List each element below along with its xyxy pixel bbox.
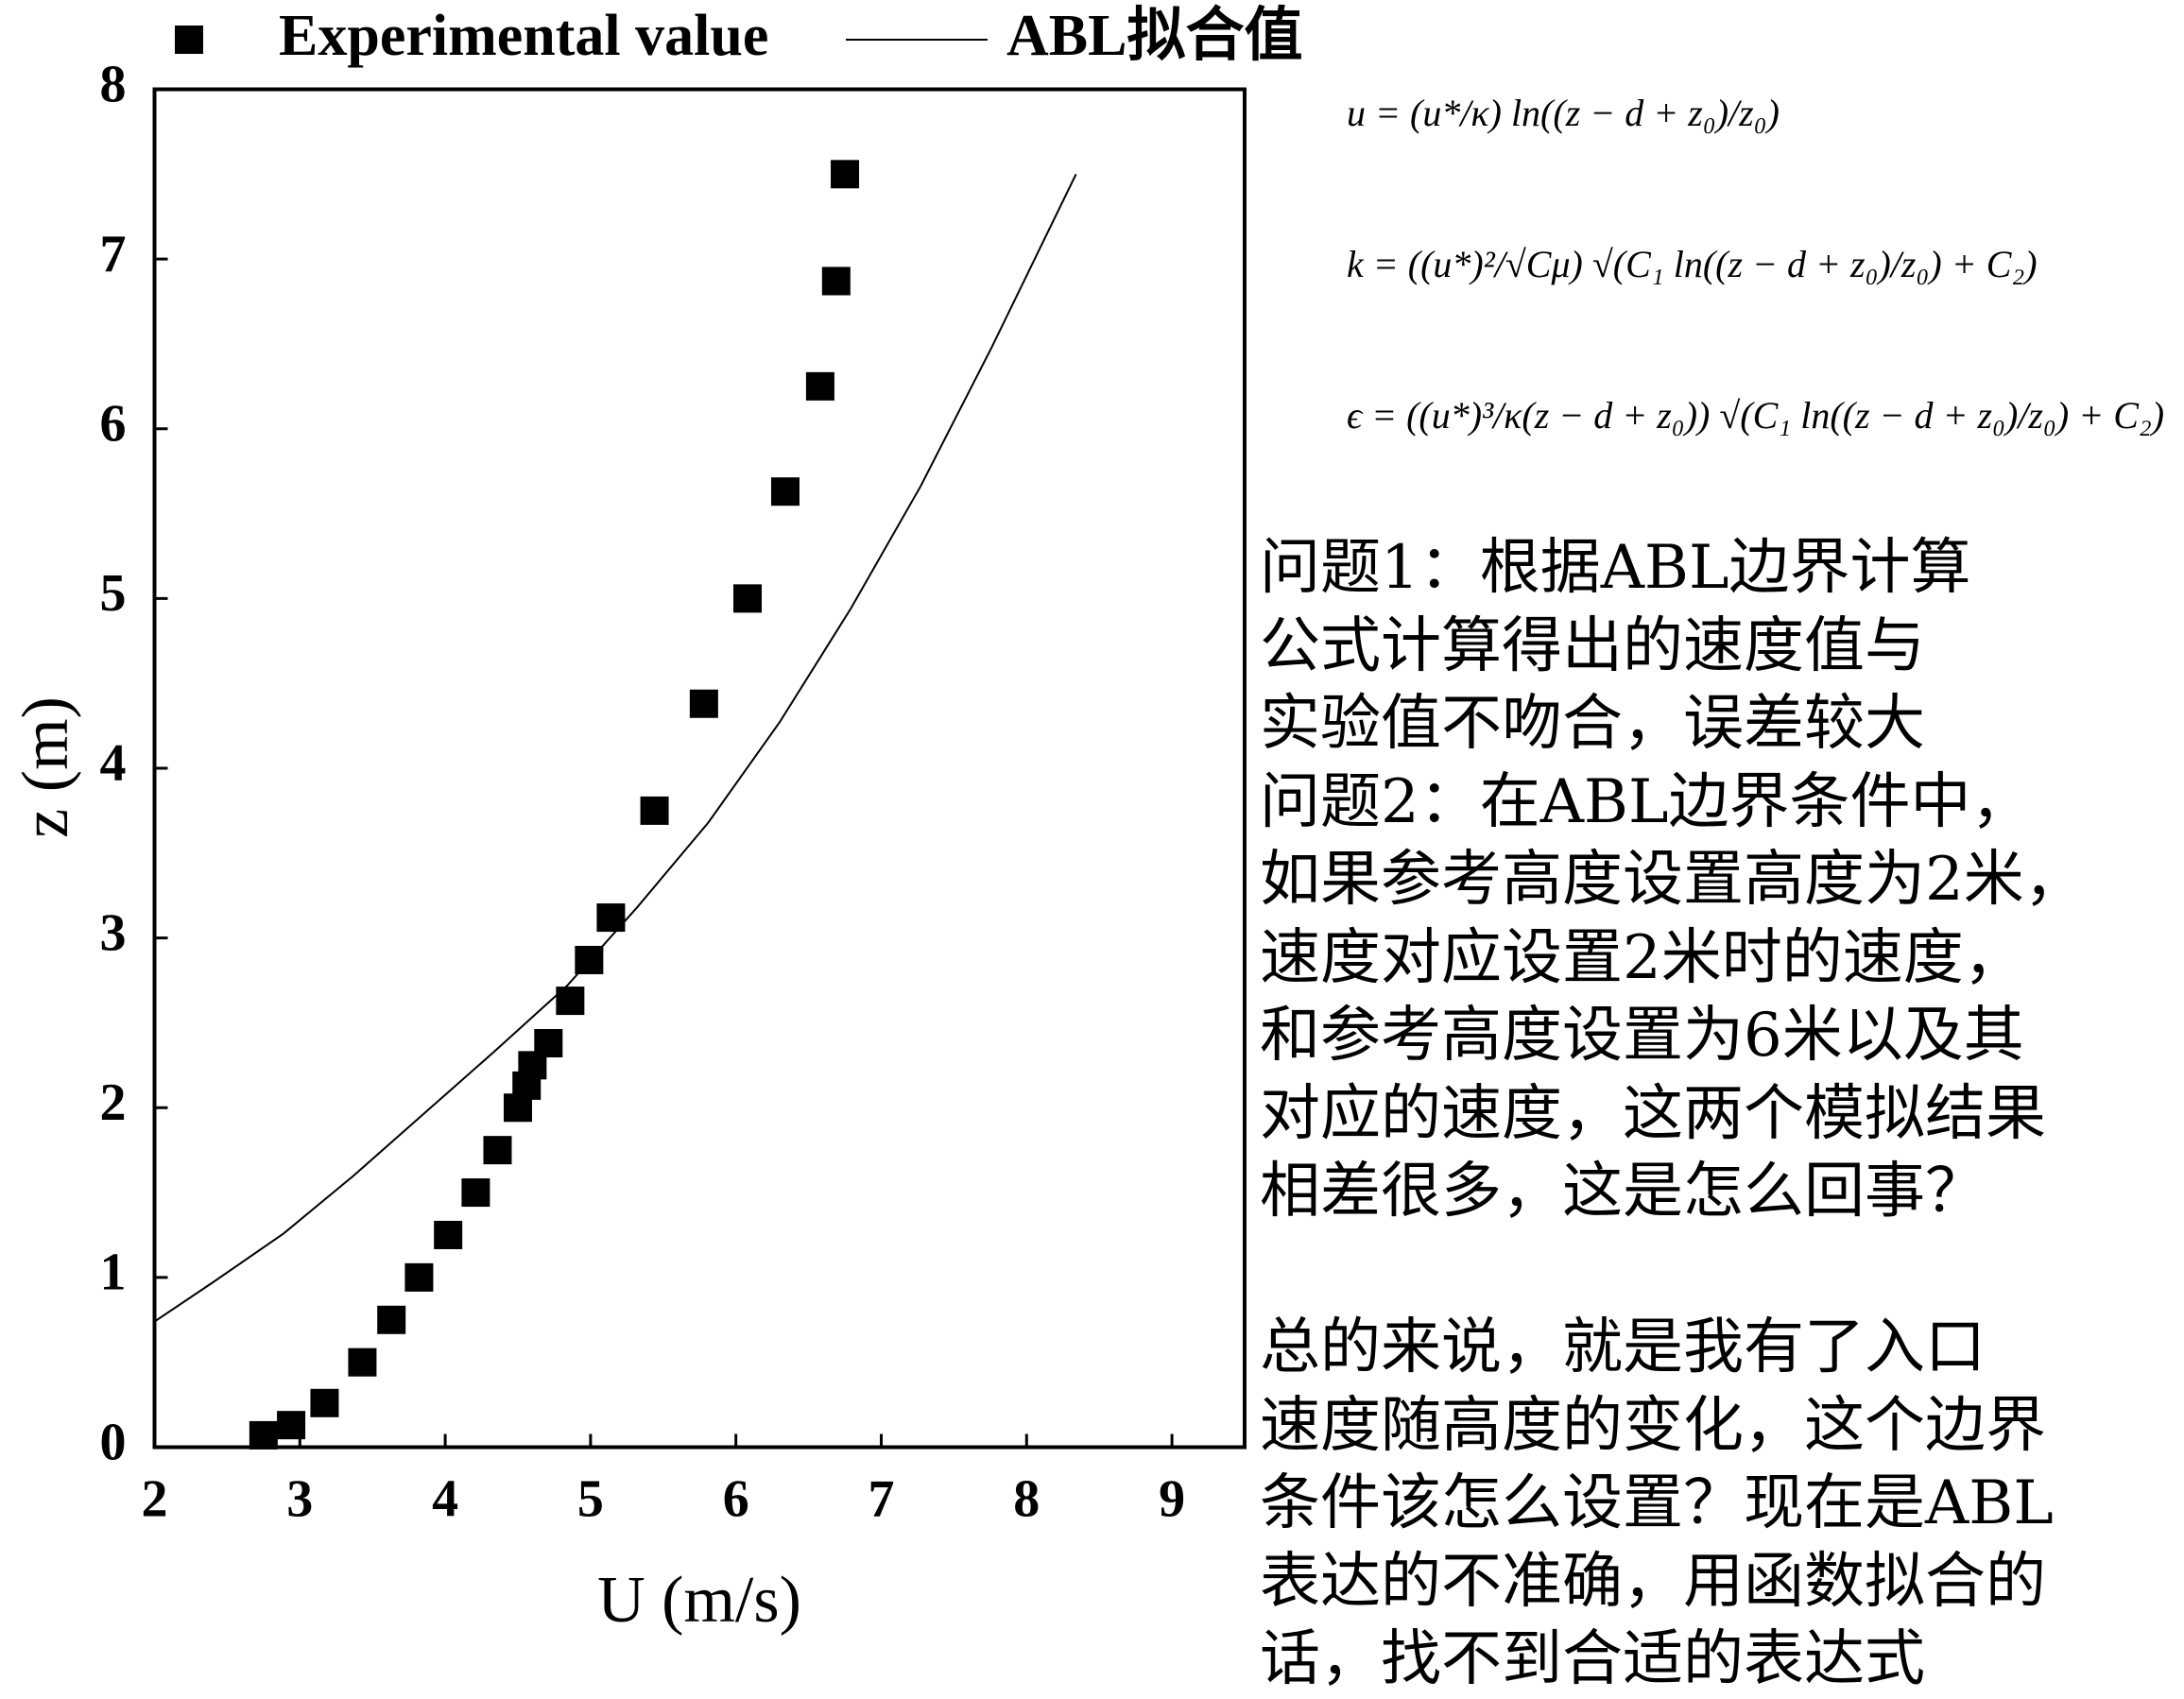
data-point	[377, 1305, 406, 1334]
data-point	[689, 689, 718, 718]
data-point	[821, 266, 851, 296]
data-point	[596, 903, 626, 933]
data-point	[434, 1220, 463, 1249]
plot-frame	[152, 87, 1247, 1450]
text-line: 条件该怎么设置？现在是ABL	[1260, 1468, 2054, 1538]
text-line	[1260, 1231, 2085, 1310]
data-point	[770, 477, 800, 506]
text-line: 速度对应设置2米时的速度，	[1260, 922, 2024, 993]
y-tick-label: 2	[100, 1073, 127, 1132]
x-tick-label tick: 8	[1013, 1469, 1040, 1528]
text-line: 话，找不到合适的表达式	[1260, 1624, 1925, 1694]
y-tick-label: 7	[100, 225, 127, 283]
text-line: 公式计算得出的速度值与	[1260, 610, 1925, 681]
x-axis-label: U (m/s)	[597, 1564, 801, 1637]
y-tick-label: 3	[100, 903, 127, 962]
y-tick-label: 4	[100, 734, 127, 793]
x-tick-label tick: 9	[1159, 1469, 1185, 1528]
data-point	[733, 584, 763, 613]
y-tick-label: 1	[100, 1244, 127, 1302]
question-text: 问题1：根据ABL边界计算 公式计算得出的速度值与 实验值不吻合，误差较大 问题2：在…	[1260, 529, 2085, 1699]
text-line: 问题2：在ABL边界条件中，	[1260, 766, 2032, 837]
data-point	[461, 1178, 490, 1208]
data-point	[277, 1411, 306, 1440]
y-axis-label: z (m)	[9, 696, 82, 838]
text-line: 和参考高度设置为6米以及其	[1260, 1001, 2024, 1071]
data-point	[483, 1136, 512, 1165]
x-tick-label tick: 3	[286, 1469, 313, 1528]
formula: u = (u*/κ) ln((z − d + z₀)/z₀)	[1347, 92, 1780, 134]
data-point	[348, 1347, 377, 1377]
fit-line	[153, 173, 1077, 1323]
x-tick-label tick: 2	[142, 1469, 168, 1528]
data-point	[310, 1388, 339, 1417]
text-line: 总的来说，就是我有了入口	[1260, 1313, 1986, 1382]
formula: k = ((u*)²/√Cμ) √(C₁ ln((z − d + z₀)/z₀)…	[1347, 243, 2038, 285]
data-point	[831, 160, 860, 189]
legend-label: Experimental value	[279, 4, 768, 68]
data-point	[805, 371, 834, 401]
y-tick-label: 5	[100, 564, 127, 623]
data-point	[404, 1262, 434, 1292]
formula: ϵ = ((u*)³/κ(z − d + z₀)) √(C₁ ln((z − d…	[1347, 394, 2165, 437]
text-line: 如果参考高度设置高度为2米，	[1260, 845, 2085, 915]
x-tick-label tick: 5	[577, 1469, 604, 1528]
x-tick-label tick: 6	[723, 1469, 749, 1528]
legend-marker	[175, 26, 203, 54]
formulas: u = (u*/κ) ln((z − d + z₀)/z₀) k = ((u*)²…	[1347, 66, 2178, 520]
data-point	[640, 796, 669, 825]
text-line: 相差很多，这是怎么回事？	[1260, 1157, 1986, 1227]
text-line: 速度随高度的变化，这个边界	[1260, 1390, 2046, 1461]
data-point	[534, 1028, 563, 1057]
text-line: 实验值不吻合，误差较大	[1260, 689, 1925, 759]
x-tick-label tick: 4	[432, 1469, 458, 1528]
text-line: 表达的不准确，用函数拟合的	[1260, 1546, 2046, 1617]
x-tick-label tick: 7	[868, 1469, 895, 1528]
text-line: 对应的速度，这两个模拟结果	[1260, 1078, 2046, 1149]
legend-label: ABL拟合值	[1006, 3, 1302, 68]
data-point	[249, 1420, 278, 1450]
y-tick-label: 6	[100, 395, 127, 454]
y-tick-label: 8	[100, 55, 127, 113]
y-tick-label: 0	[100, 1413, 127, 1471]
text-line: 问题1：根据ABL边界计算	[1260, 533, 1971, 603]
